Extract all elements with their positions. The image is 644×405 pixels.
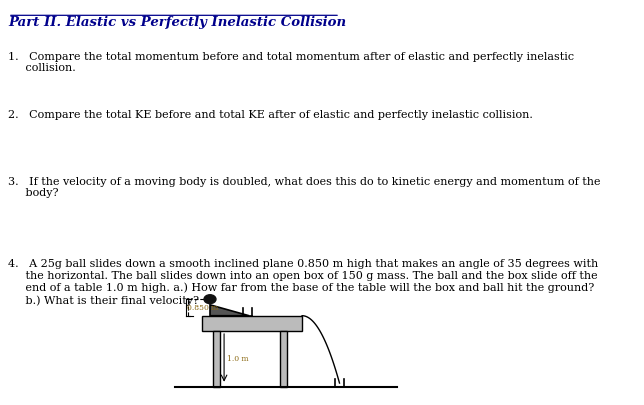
Text: 2.   Compare the total KE before and total KE after of elastic and perfectly ine: 2. Compare the total KE before and total… — [8, 110, 533, 120]
Bar — [280, 331, 287, 387]
Polygon shape — [210, 305, 249, 316]
Text: 4.   A 25g ball slides down a smooth inclined plane 0.850 m high that makes an a: 4. A 25g ball slides down a smooth incli… — [8, 259, 598, 305]
Text: Part II. Elastic vs Perfectly Inelastic Collision: Part II. Elastic vs Perfectly Inelastic … — [8, 15, 346, 28]
Bar — [213, 331, 220, 387]
Bar — [202, 316, 302, 331]
Text: 1.0 m: 1.0 m — [227, 354, 249, 362]
Circle shape — [204, 295, 216, 304]
Text: 0.850 m: 0.850 m — [187, 304, 218, 312]
Text: 1.   Compare the total momentum before and total momentum after of elastic and p: 1. Compare the total momentum before and… — [8, 52, 574, 73]
Text: 3.   If the velocity of a moving body is doubled, what does this do to kinetic e: 3. If the velocity of a moving body is d… — [8, 176, 600, 198]
